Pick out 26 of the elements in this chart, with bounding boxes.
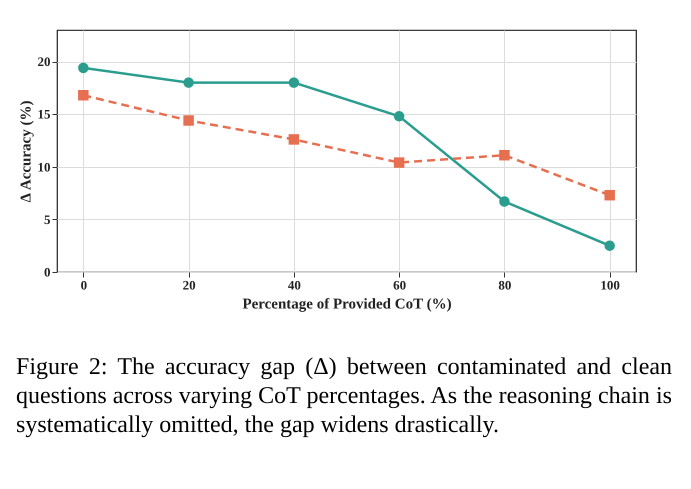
point — [394, 157, 404, 168]
point — [499, 150, 510, 160]
point — [183, 115, 194, 126]
x-tick-label: 60 — [393, 278, 406, 292]
x-tick-label: 100 — [600, 278, 620, 292]
x-axis-title: Percentage of Provided CoT (%) — [242, 296, 452, 312]
x-tick-label: 80 — [498, 278, 512, 292]
y-tick-label: 15 — [38, 106, 51, 122]
caption: Figure 2: The accuracy gap (Δ) between contaminated and clean questions across varying CoT percentages. As the reasoning chain is systematically omitted, the gap widens drastically. — [16, 353, 672, 440]
point — [183, 77, 194, 88]
x-tick-label: 20 — [182, 278, 196, 292]
y-tick-label: 20 — [38, 54, 50, 70]
y-tick-label: 0 — [44, 264, 50, 280]
point — [604, 240, 615, 251]
point — [78, 90, 89, 100]
point — [78, 62, 89, 74]
point — [604, 190, 615, 200]
point — [288, 77, 300, 88]
point — [288, 134, 300, 145]
x-tick-label: 0 — [80, 278, 88, 292]
x-tick-label: 40 — [288, 278, 301, 292]
point — [394, 111, 404, 122]
y-tick-label: 5 — [44, 212, 51, 227]
y-tick-label: 10 — [38, 159, 50, 174]
point — [499, 196, 510, 207]
y-axis-title: Δ Accuracy (%) — [18, 100, 34, 202]
